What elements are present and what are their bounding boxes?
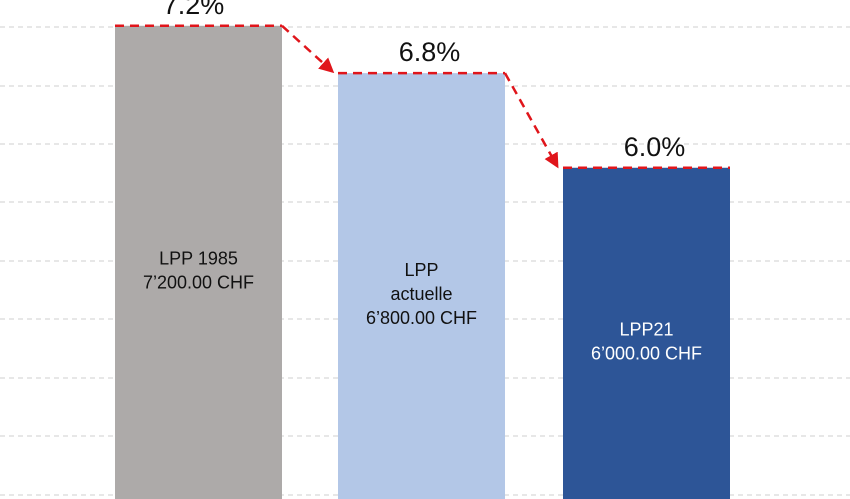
value-label: 6.0% xyxy=(624,132,686,162)
bar-text: LPP 1985 xyxy=(159,248,238,268)
trend-line xyxy=(115,24,730,170)
bar-2 xyxy=(338,73,505,499)
bar-text: 6’000.00 CHF xyxy=(591,343,702,363)
trend-arrow xyxy=(281,24,335,74)
bar-text: LPP21 xyxy=(619,319,673,339)
bar-1 xyxy=(115,25,282,499)
value-labels: 7.2% 6.8% 6.0% xyxy=(163,0,686,162)
bar-text: actuelle xyxy=(390,284,452,304)
bar-text: 7’200.00 CHF xyxy=(143,272,254,292)
bar-3 xyxy=(563,167,730,499)
trend-arrow xyxy=(503,72,559,169)
value-label: 7.2% xyxy=(163,0,225,20)
bars: LPP 1985 7’200.00 CHF LPP actuelle 6’800.00 … xyxy=(115,25,730,499)
bar-text: LPP xyxy=(404,260,438,280)
bar-text: 6’800.00 CHF xyxy=(366,308,477,328)
value-label: 6.8% xyxy=(399,37,461,67)
